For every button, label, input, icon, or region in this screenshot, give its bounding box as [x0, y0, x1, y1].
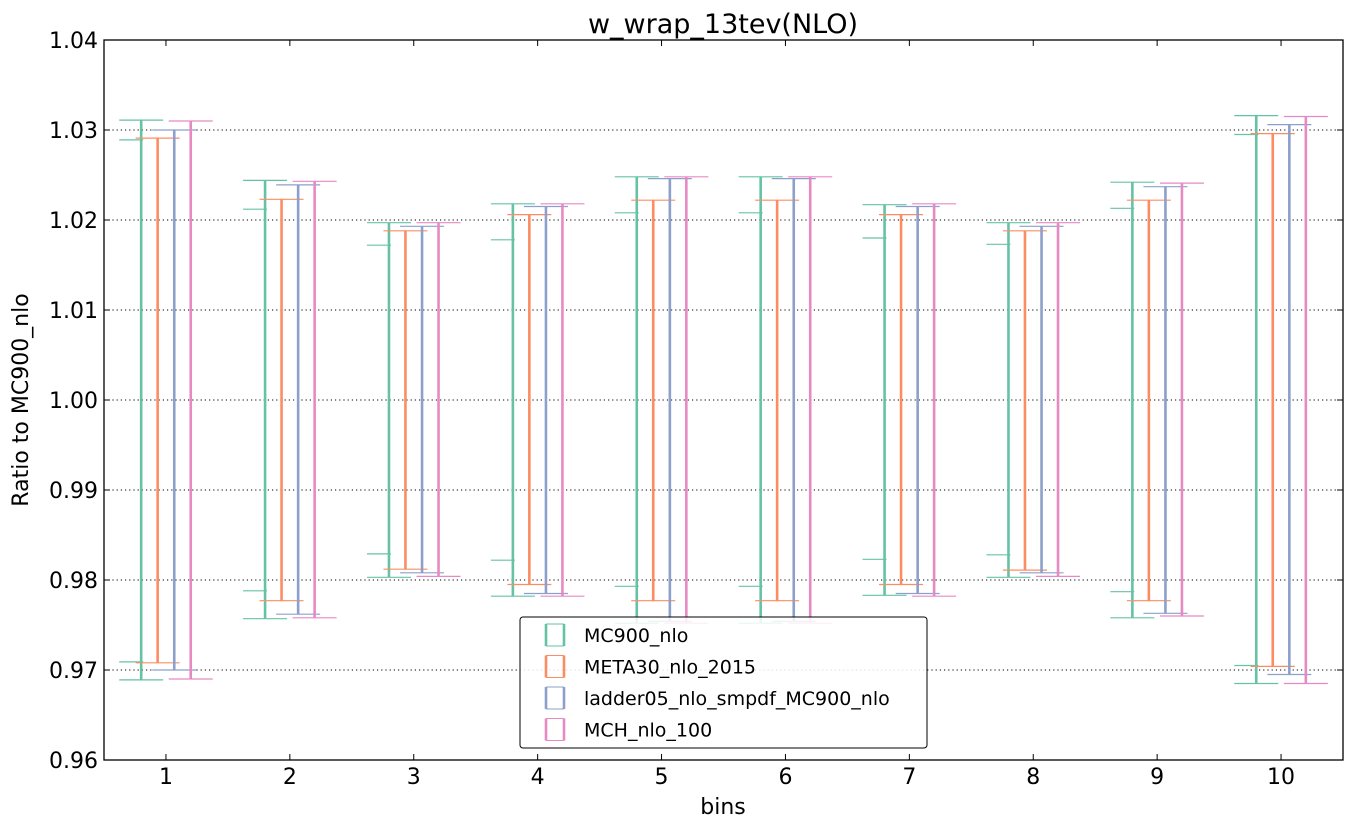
grid-lines: [104, 129, 1343, 671]
error-bar: [879, 214, 924, 586]
y-tick-label: 0.99: [49, 479, 98, 504]
legend-entry: MCH_nlo_100: [544, 718, 712, 742]
x-axis-label: bins: [700, 795, 745, 820]
x-tick-label: 4: [531, 765, 545, 790]
legend-label: ladder05_nlo_smpdf_MC900_nlo: [584, 688, 890, 710]
legend-entry: META30_nlo_2015: [544, 655, 756, 679]
legend-label: META30_nlo_2015: [584, 657, 756, 679]
error-bar: [986, 222, 1031, 578]
x-tick-label: 10: [1267, 765, 1295, 790]
error-bar: [366, 222, 411, 578]
y-tick-label: 1.01: [49, 299, 98, 324]
chart-title: w_wrap_13tev(NLO): [588, 9, 858, 40]
y-tick-labels: 0.96 0.97 0.98 0.99 1.00 1.01 1.02 1.03 1.04: [49, 29, 98, 774]
x-tick-label: 6: [778, 765, 792, 790]
error-bar: [540, 203, 585, 597]
error-bar: [168, 120, 213, 680]
x-tick-label: 7: [902, 765, 916, 790]
x-tick-label: 3: [407, 765, 421, 790]
error-bar: [862, 204, 907, 596]
legend-label: MC900_nlo: [584, 625, 688, 647]
error-bar: [400, 225, 445, 574]
error-bar: [1110, 181, 1155, 619]
error-bars: [119, 114, 1328, 685]
y-tick-label: 0.98: [49, 569, 98, 594]
error-bar: [631, 199, 676, 602]
error-bar: [152, 129, 197, 671]
y-tick-label: 1.00: [49, 389, 98, 414]
x-tick-label: 2: [283, 765, 297, 790]
y-tick-label: 1.03: [49, 119, 98, 144]
error-bar: [292, 180, 337, 619]
legend: MC900_nlo META30_nlo_2015 ladder05_nlo_smp…: [519, 616, 928, 749]
error-bar: [243, 179, 288, 620]
axis-ticks: [104, 39, 1343, 761]
error-bar: [119, 119, 164, 681]
error-bar: [1283, 115, 1328, 685]
error-bar: [895, 205, 940, 595]
y-tick-label: 0.96: [49, 749, 98, 774]
x-tick-label: 9: [1150, 765, 1164, 790]
error-bar: [490, 203, 535, 597]
error-bar: [1019, 225, 1064, 574]
legend-entry: MC900_nlo: [544, 623, 688, 647]
error-bar: [276, 184, 321, 615]
legend-box: [519, 616, 928, 749]
error-bar: [1234, 114, 1279, 685]
legend-label: MCH_nlo_100: [584, 720, 712, 742]
y-tick-label: 1.02: [49, 209, 98, 234]
error-bar: [523, 205, 568, 595]
y-tick-label: 0.97: [49, 659, 98, 684]
x-tick-label: 1: [159, 765, 173, 790]
error-bar: [1267, 123, 1312, 676]
y-tick-label: 1.04: [49, 29, 98, 54]
error-bar: [1036, 222, 1081, 578]
error-bar: [1126, 199, 1171, 602]
x-tick-labels: 1 2 3 4 5 6 7 8 9 10: [159, 765, 1295, 790]
error-bar: [1159, 182, 1204, 617]
error-bar: [1250, 133, 1295, 668]
error-bar: [1143, 186, 1188, 614]
error-bar: [416, 222, 461, 578]
y-axis-label: Ratio to MC900_nlo: [9, 293, 34, 506]
error-bar: [755, 199, 800, 602]
x-tick-label: 5: [655, 765, 669, 790]
error-bar: [135, 137, 180, 664]
error-bar: [259, 198, 304, 602]
error-bar: [912, 203, 957, 597]
error-bar: [383, 230, 428, 570]
error-bar: [1002, 230, 1047, 571]
legend-entry: ladder05_nlo_smpdf_MC900_nlo: [544, 686, 890, 710]
error-bar: [507, 214, 552, 586]
x-tick-label: 8: [1026, 765, 1040, 790]
